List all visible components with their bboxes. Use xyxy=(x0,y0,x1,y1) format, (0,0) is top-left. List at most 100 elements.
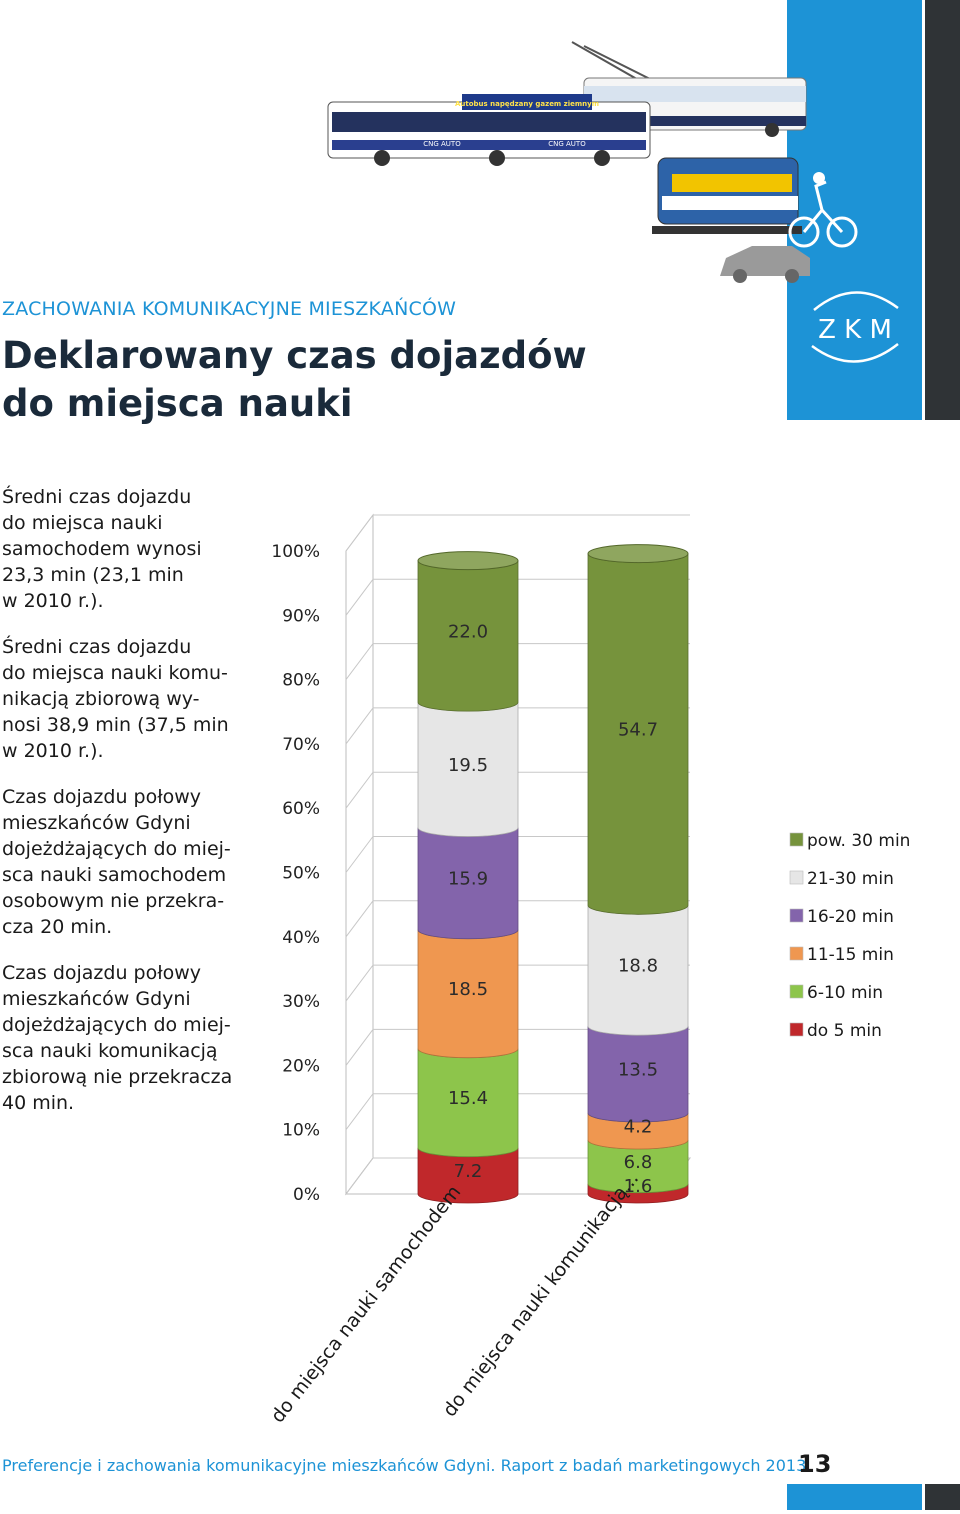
page-title-line-2: do miejsca nauki xyxy=(2,382,353,425)
note-line: Czas dojazdu połowy xyxy=(2,962,202,984)
cyclist-image xyxy=(788,172,858,248)
section-label: ZACHOWANIA KOMUNIKACYJNE MIESZKAŃCÓW xyxy=(2,298,457,320)
chart-gridline xyxy=(345,1028,690,1066)
note-line: w 2010 r.). xyxy=(2,740,104,762)
chart-gridline xyxy=(345,514,690,552)
data-label: 7.2 xyxy=(454,1161,483,1182)
page-title: Deklarowany czas dojazdów do miejsca nau… xyxy=(2,332,587,428)
data-label: 54.7 xyxy=(618,719,658,740)
legend-label: 6-10 min xyxy=(807,983,883,1003)
chart-gridline xyxy=(345,836,690,873)
header-dark-band xyxy=(925,0,960,420)
legend-swatch xyxy=(789,870,804,885)
data-label: 13.5 xyxy=(618,1060,658,1081)
legend-swatch xyxy=(789,832,804,847)
legend-label: 16-20 min xyxy=(807,907,894,927)
note-line: w 2010 r.). xyxy=(2,590,104,612)
note-line: 23,3 min (23,1 min xyxy=(2,564,184,586)
note-line: cza 20 min. xyxy=(2,916,113,938)
legend-swatch xyxy=(789,946,804,961)
bar-top-cap xyxy=(417,551,519,571)
legend-swatch xyxy=(789,1022,804,1037)
note-line: mieszkańców Gdyni xyxy=(2,988,191,1010)
zkm-logo: Z K M xyxy=(811,291,899,363)
note-transit-median: Czas dojazdu połowy mieszkańców Gdyni do… xyxy=(2,960,233,1116)
chart-gridline xyxy=(345,643,690,680)
note-line: nosi 38,9 min (37,5 min xyxy=(2,714,229,736)
articulated-bus-image: Autobus napędzany gazem ziemnym CNG AUTO… xyxy=(327,94,651,166)
note-line: Średni czas dojazdu xyxy=(2,486,192,508)
note-line: zbiorową nie przekracza xyxy=(2,1066,233,1088)
y-tick-label: 30% xyxy=(282,992,320,1012)
trolleybus-image xyxy=(571,41,807,137)
chart-axis-layer: 0% 10% 20% 30% 40% 50% 60% 70% 80% 90% 100% xyxy=(271,513,691,1205)
x-category-label: do miejsca nauki komunikacją... xyxy=(439,1168,644,1421)
note-line: nikacją zbiorową wy- xyxy=(2,688,200,710)
data-label: 19.5 xyxy=(448,755,488,776)
y-tick-label: 20% xyxy=(282,1056,320,1076)
y-tick-label: 50% xyxy=(282,864,320,884)
x-category-label: do miejsca nauki samochodem xyxy=(267,1181,466,1427)
legend-label: do 5 min xyxy=(807,1021,882,1041)
note-line: dojeżdżających do miej- xyxy=(2,838,231,860)
bus-logo-text-2: CNG AUTO xyxy=(548,140,586,148)
note-line: do miejsca nauki xyxy=(2,512,163,534)
car-image xyxy=(720,246,810,283)
page-number: 13 xyxy=(798,1450,832,1478)
note-line: Czas dojazdu połowy xyxy=(2,786,202,808)
y-tick-label: 100% xyxy=(271,542,320,562)
legend-label: pow. 30 min xyxy=(807,831,910,851)
note-line: dojeżdżających do miej- xyxy=(2,1014,231,1036)
y-tick-label: 90% xyxy=(282,606,320,626)
legend-swatch xyxy=(789,984,804,999)
data-label: 15.9 xyxy=(448,869,488,890)
chart-bars-layer: 7.2 15.4 18.5 15.9 19.5 22.0 do miejsca nauki … xyxy=(267,544,689,1427)
chart-gridline xyxy=(345,771,690,809)
bar-column: 7.2 15.4 18.5 15.9 19.5 22.0 xyxy=(417,551,519,1204)
note-car-median: Czas dojazdu połowy mieszkańców Gdyni do… xyxy=(2,784,231,940)
data-label: 18.8 xyxy=(618,956,658,977)
bar-top-cap xyxy=(587,544,689,564)
transport-illustration: Autobus napędzany gazem ziemnym CNG AUTO… xyxy=(327,41,858,283)
bus-logo-text-1: CNG AUTO xyxy=(423,140,461,148)
train-image xyxy=(652,157,802,234)
note-line: do miejsca nauki komu- xyxy=(2,662,228,684)
data-label: 22.0 xyxy=(448,621,488,642)
note-transit-average: Średni czas dojazdu do miejsca nauki kom… xyxy=(2,634,229,764)
bar-column: 1.6 6.8 4.2 13.5 18.8 54.7 xyxy=(587,544,689,1204)
footer-report-title: Preferencje i zachowania komunikacyjne m… xyxy=(2,1456,807,1475)
note-line: samochodem wynosi xyxy=(2,538,202,560)
note-line: sca nauki komunikacją xyxy=(2,1040,218,1062)
y-tick-label: 40% xyxy=(282,928,320,948)
chart-gridline xyxy=(345,1093,690,1130)
note-line: mieszkańców Gdyni xyxy=(2,812,191,834)
chart-legend: pow. 30 min 21-30 min 16-20 min 11-15 min 6-… xyxy=(789,831,910,1041)
legend-label: 21-30 min xyxy=(807,869,894,889)
footer-dark-band xyxy=(925,1484,960,1510)
footer-blue-band xyxy=(787,1484,922,1510)
chart-gridline xyxy=(345,964,690,1002)
note-line: 40 min. xyxy=(2,1092,75,1114)
chart-gridline xyxy=(345,578,690,616)
zkm-logo-text: Z K M xyxy=(818,315,892,345)
chart-gridline xyxy=(345,1157,690,1195)
data-label: 1.6 xyxy=(624,1176,653,1197)
chart-gridline xyxy=(345,900,690,938)
y-tick-label: 60% xyxy=(282,799,320,819)
legend-swatch xyxy=(789,908,804,923)
chart-gridline xyxy=(345,707,690,745)
legend-label: 11-15 min xyxy=(807,945,894,965)
note-car-average: Średni czas dojazdu do miejsca nauki sam… xyxy=(2,484,227,614)
bus-banner-text: Autobus napędzany gazem ziemnym xyxy=(455,100,599,108)
y-tick-label: 70% xyxy=(282,735,320,755)
data-label: 4.2 xyxy=(624,1116,653,1137)
header-blue-band xyxy=(787,0,922,420)
y-tick-label: 10% xyxy=(282,1121,320,1141)
y-tick-label: 80% xyxy=(282,671,320,691)
y-tick-label: 0% xyxy=(293,1185,320,1205)
notes-column: Średni czas dojazdu do miejsca nauki sam… xyxy=(2,484,233,1136)
data-label: 6.8 xyxy=(624,1152,653,1173)
data-label: 18.5 xyxy=(448,979,488,1000)
note-line: sca nauki samochodem xyxy=(2,864,227,886)
